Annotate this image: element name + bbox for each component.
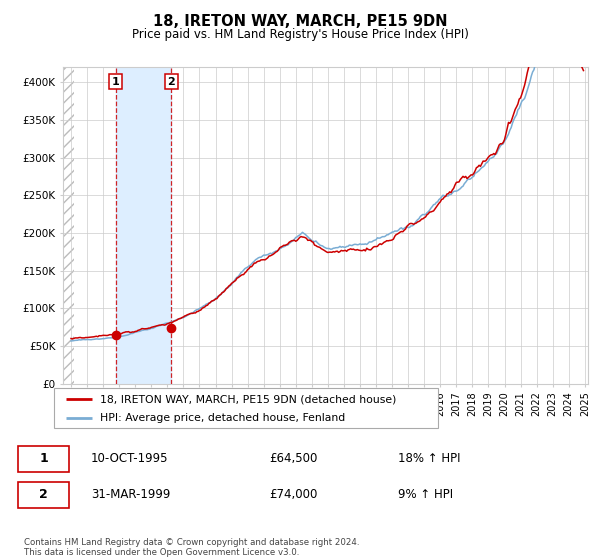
Text: 1: 1 — [39, 452, 48, 465]
Text: 2: 2 — [39, 488, 48, 501]
Bar — [116, 67, 172, 384]
Text: HPI: Average price, detached house, Fenland: HPI: Average price, detached house, Fenl… — [100, 413, 346, 423]
FancyBboxPatch shape — [19, 482, 68, 508]
Text: 18, IRETON WAY, MARCH, PE15 9DN (detached house): 18, IRETON WAY, MARCH, PE15 9DN (detache… — [100, 394, 397, 404]
Text: 18, IRETON WAY, MARCH, PE15 9DN: 18, IRETON WAY, MARCH, PE15 9DN — [153, 14, 447, 29]
Text: 10-OCT-1995: 10-OCT-1995 — [91, 452, 169, 465]
FancyBboxPatch shape — [19, 446, 68, 472]
Text: 9% ↑ HPI: 9% ↑ HPI — [398, 488, 453, 501]
Text: 2: 2 — [167, 77, 175, 87]
Text: 18% ↑ HPI: 18% ↑ HPI — [398, 452, 460, 465]
Text: Price paid vs. HM Land Registry's House Price Index (HPI): Price paid vs. HM Land Registry's House … — [131, 28, 469, 41]
Text: £74,000: £74,000 — [269, 488, 318, 501]
Text: 1: 1 — [112, 77, 119, 87]
Text: £64,500: £64,500 — [269, 452, 318, 465]
Text: Contains HM Land Registry data © Crown copyright and database right 2024.
This d: Contains HM Land Registry data © Crown c… — [24, 538, 359, 557]
Text: 31-MAR-1999: 31-MAR-1999 — [91, 488, 170, 501]
Bar — [63, 67, 74, 384]
FancyBboxPatch shape — [54, 388, 438, 428]
